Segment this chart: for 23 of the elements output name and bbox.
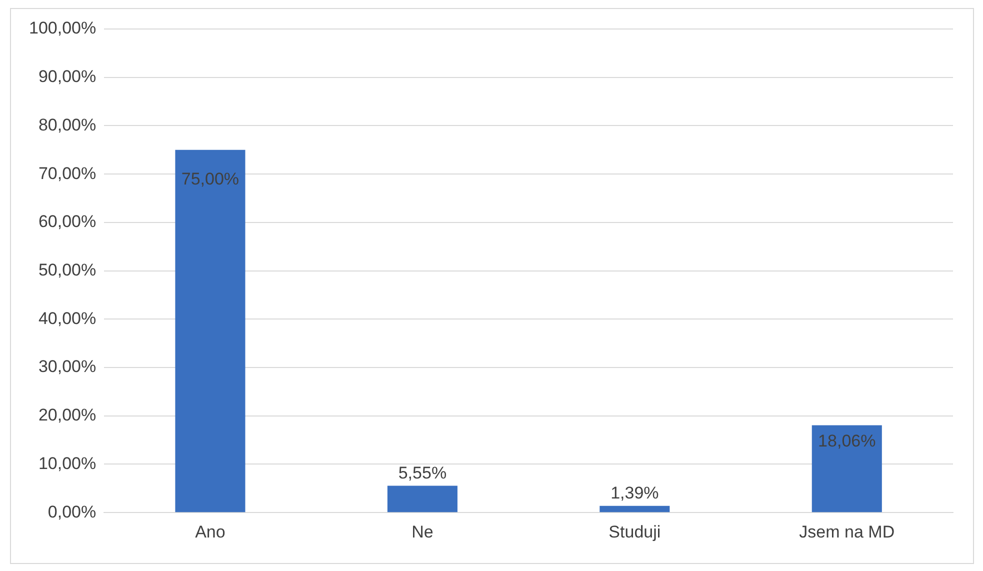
y-tick-label: 100,00% [28, 18, 96, 38]
y-tick-label: 20,00% [38, 406, 96, 425]
y-tick-label: 50,00% [38, 260, 96, 280]
y-tick-label: 80,00% [38, 115, 96, 134]
y-tick-label: 90,00% [38, 67, 96, 86]
x-tick-label: Jsem na MD [799, 522, 895, 542]
bar [387, 486, 458, 512]
y-tick-label: 30,00% [38, 357, 96, 376]
y-tick-label: 0,00% [48, 502, 96, 522]
y-tick-label: 70,00% [38, 164, 96, 183]
bar [175, 150, 246, 512]
bar [812, 425, 882, 512]
x-tick-label: Ne [412, 522, 434, 542]
y-tick-label: 40,00% [38, 308, 96, 328]
bar [600, 506, 670, 512]
data-label: 5,55% [398, 463, 447, 482]
y-tick-label: 10,00% [38, 454, 96, 473]
data-label: 75,00% [181, 170, 240, 189]
data-label: 18,06% [818, 431, 876, 450]
x-tick-label: Studuji [608, 522, 661, 542]
data-label: 1,39% [610, 484, 659, 503]
x-tick-label: Ano [195, 522, 226, 542]
y-tick-label: 60,00% [38, 212, 96, 232]
